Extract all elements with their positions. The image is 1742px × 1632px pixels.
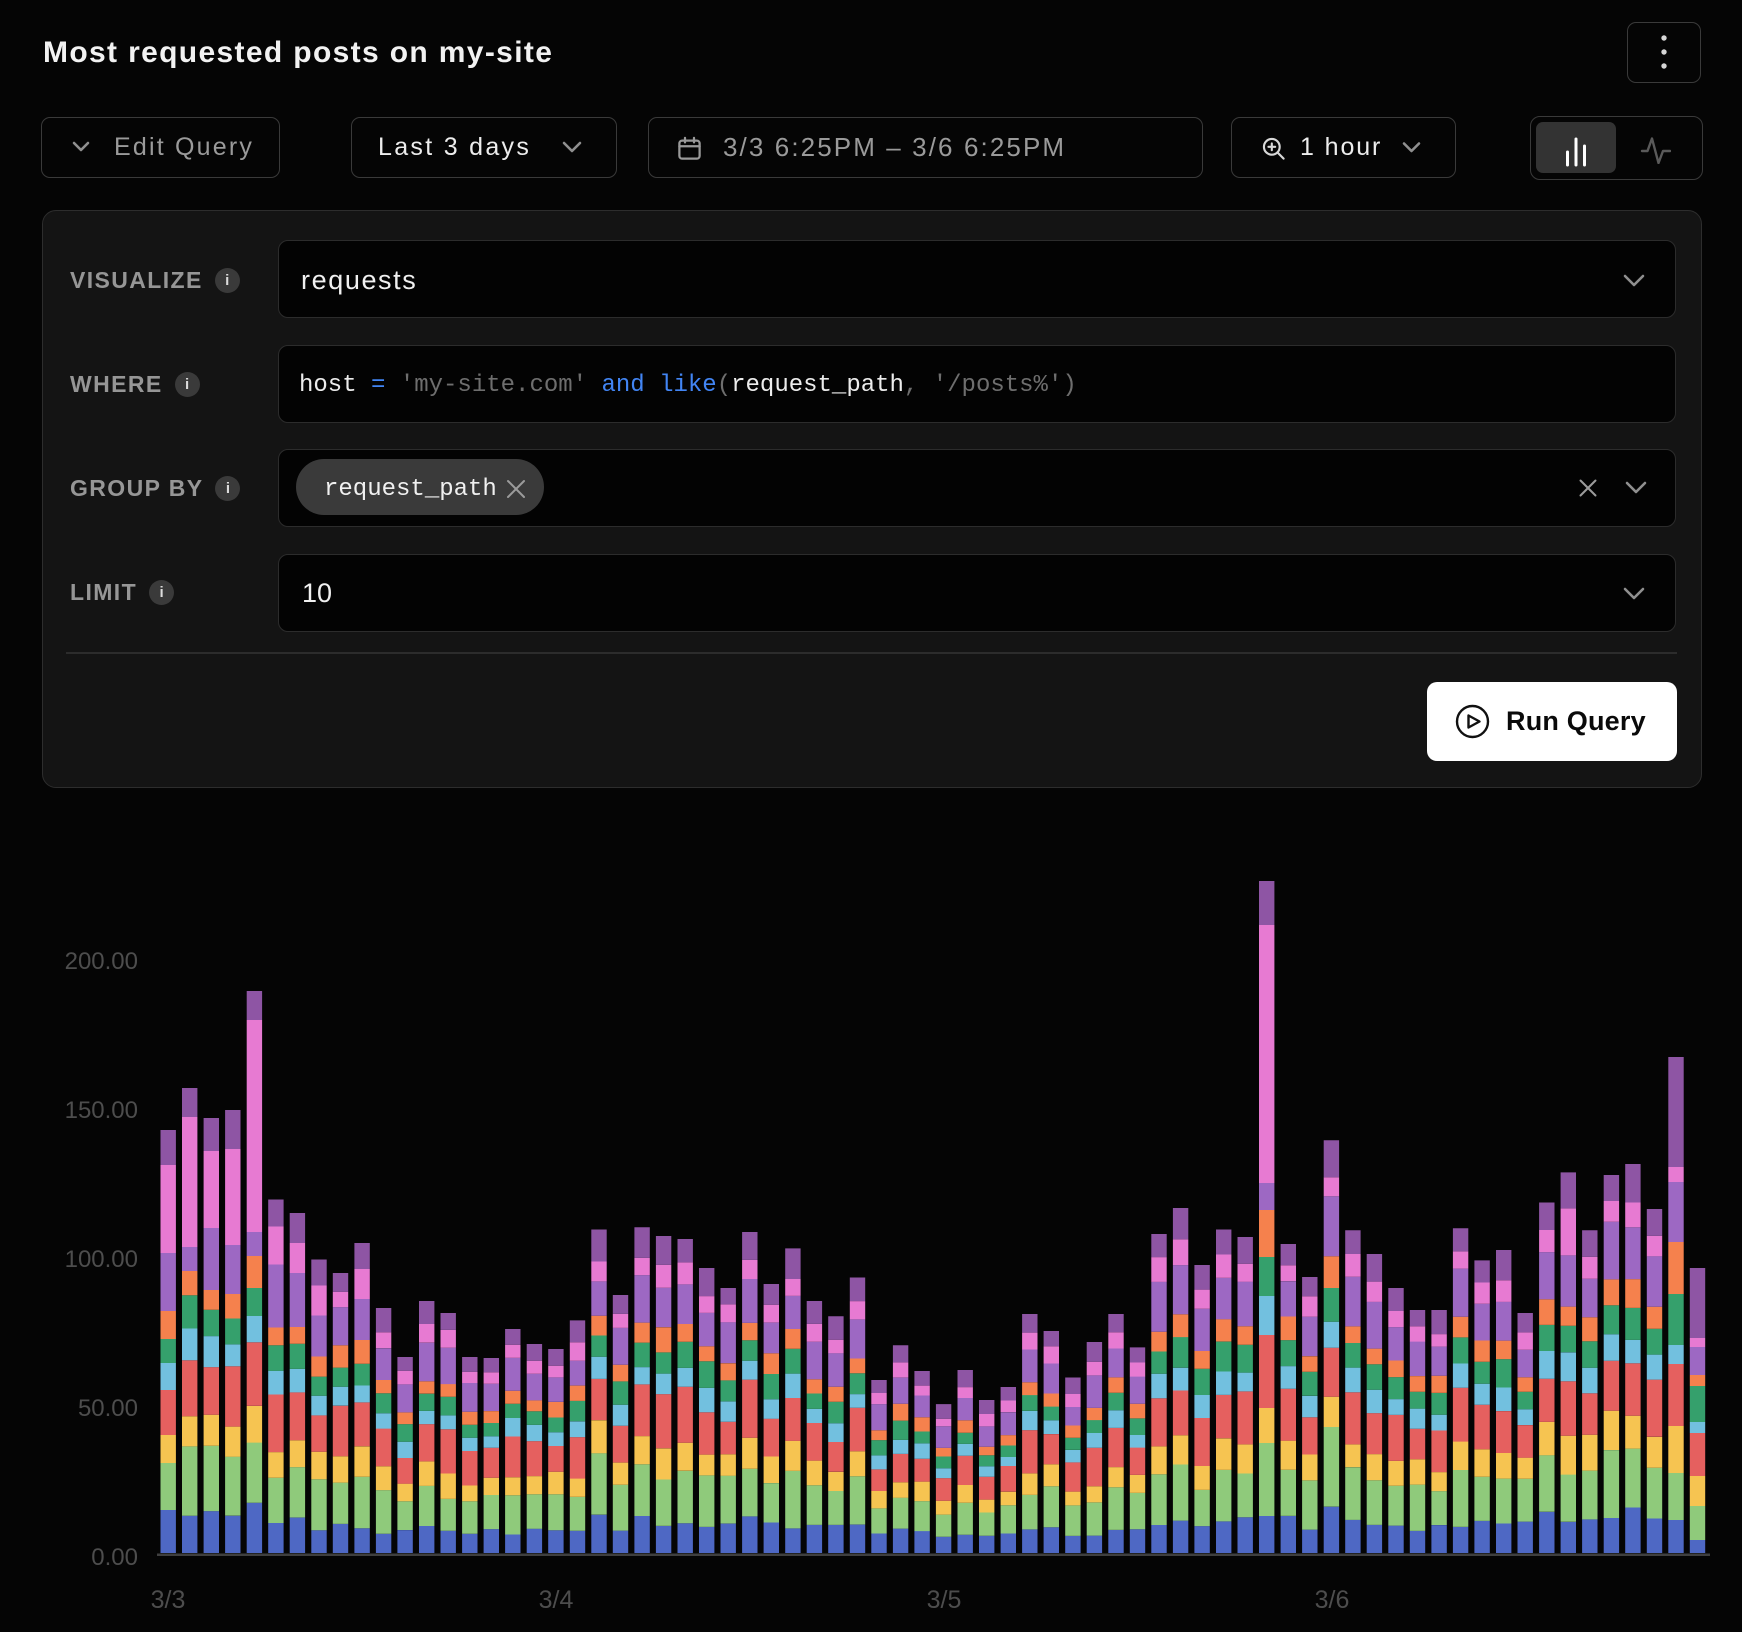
svg-text:100.00: 100.00 (65, 1246, 138, 1273)
svg-text:3/6: 3/6 (1315, 1586, 1350, 1614)
svg-text:50.00: 50.00 (78, 1395, 138, 1422)
svg-text:3/4: 3/4 (539, 1586, 574, 1614)
svg-text:200.00: 200.00 (65, 948, 138, 975)
svg-text:3/5: 3/5 (927, 1586, 962, 1614)
svg-text:0.00: 0.00 (91, 1544, 138, 1571)
svg-text:150.00: 150.00 (65, 1097, 138, 1124)
svg-text:3/3: 3/3 (151, 1586, 186, 1614)
